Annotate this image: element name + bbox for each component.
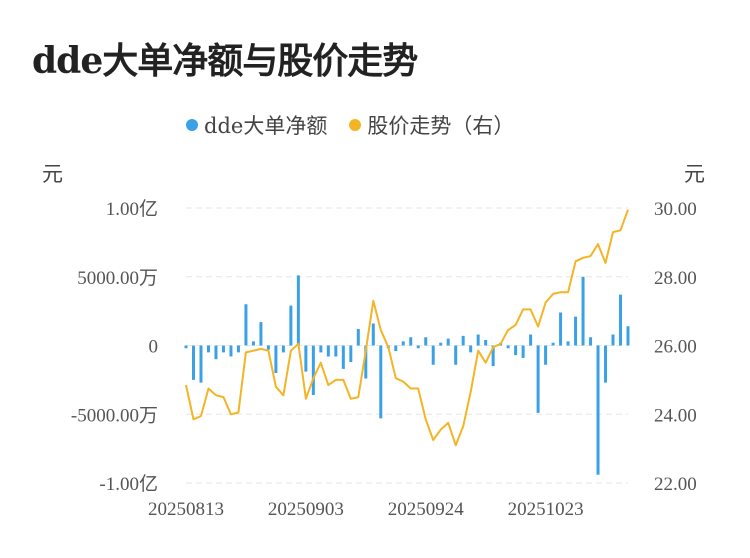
dde-bar bbox=[401, 341, 405, 346]
dde-bar bbox=[416, 345, 420, 349]
dde-bar bbox=[311, 345, 315, 395]
dde-bar bbox=[326, 345, 330, 357]
legend-label-dde: dde大单净额 bbox=[204, 114, 328, 138]
dde-bar bbox=[626, 326, 630, 346]
left-axis-tick-label: -1.00亿 bbox=[99, 473, 158, 495]
dde-bar bbox=[191, 345, 195, 380]
dde-bar bbox=[266, 345, 270, 350]
dde-bar bbox=[424, 337, 428, 346]
dde-bar bbox=[341, 345, 345, 369]
dde-bar bbox=[521, 345, 525, 358]
dde-bar bbox=[536, 345, 540, 413]
legend-item-price[interactable]: 股价走势（右） bbox=[349, 110, 514, 140]
dde-bar bbox=[566, 341, 570, 346]
dde-bar bbox=[551, 342, 555, 346]
dde-bar bbox=[484, 340, 488, 346]
dde-bar bbox=[289, 305, 293, 346]
dde-bar bbox=[596, 345, 600, 475]
x-axis-tick-label: 20250924 bbox=[388, 499, 465, 520]
dde-bar bbox=[236, 345, 240, 353]
dde-bar bbox=[206, 345, 210, 353]
right-axis-tick-label: 28.00 bbox=[654, 268, 697, 289]
dde-bar bbox=[604, 345, 608, 383]
dde-bar bbox=[529, 334, 533, 346]
dde-bar bbox=[506, 345, 510, 349]
dde-bar bbox=[559, 312, 563, 346]
dde-bar bbox=[184, 345, 188, 349]
dde-bar bbox=[439, 342, 443, 346]
legend-marker-price bbox=[349, 119, 362, 131]
x-axis-tick-label: 20251023 bbox=[508, 499, 584, 520]
legend-label-price: 股价走势（右） bbox=[367, 114, 515, 138]
left-axis-unit: 元 bbox=[42, 162, 63, 186]
dde-bar bbox=[274, 345, 278, 373]
dde-bar bbox=[251, 341, 255, 346]
dde-bar bbox=[491, 345, 495, 367]
right-axis-tick-label: 30.00 bbox=[654, 199, 697, 220]
legend: dde大单净额 股价走势（右） bbox=[186, 110, 536, 140]
dde-bar bbox=[221, 345, 225, 353]
right-axis-tick-label: 22.00 bbox=[654, 474, 697, 495]
dde-bar bbox=[611, 334, 615, 346]
dde-bar bbox=[476, 334, 480, 346]
dde-bar bbox=[544, 345, 548, 365]
dde-bar bbox=[229, 345, 233, 357]
chart-title: dde大单净额与股价走势 bbox=[32, 40, 418, 82]
dde-bar bbox=[394, 345, 398, 351]
left-axis-tick-label: 5000.00万 bbox=[77, 268, 158, 289]
dde-bar bbox=[244, 304, 248, 346]
dde-bar bbox=[574, 316, 578, 346]
dde-bar bbox=[304, 345, 308, 372]
left-axis-tick-label: 1.00亿 bbox=[106, 198, 158, 220]
dde-bar bbox=[349, 345, 353, 362]
legend-item-dde[interactable]: dde大单净额 bbox=[186, 110, 327, 140]
dde-bar bbox=[431, 345, 435, 365]
x-axis-tick-label: 20250813 bbox=[148, 499, 224, 520]
dde-bar bbox=[199, 345, 203, 383]
right-axis-unit: 元 bbox=[684, 162, 705, 186]
left-axis-tick-label: -5000.00万 bbox=[71, 405, 158, 426]
dde-bar bbox=[214, 345, 218, 360]
dde-bar bbox=[589, 337, 593, 346]
dde-bar bbox=[379, 345, 383, 419]
x-axis-tick-label: 20250903 bbox=[268, 499, 344, 520]
dde-bar bbox=[281, 345, 285, 353]
right-axis-tick-label: 24.00 bbox=[654, 405, 697, 426]
dde-bar bbox=[461, 335, 465, 346]
dde-bar bbox=[371, 323, 375, 346]
price-line bbox=[185, 209, 629, 447]
dde-bar bbox=[259, 322, 263, 346]
dde-bar bbox=[454, 345, 458, 365]
dde-bar bbox=[364, 345, 368, 379]
right-axis-tick-label: 26.00 bbox=[654, 337, 697, 358]
dde-bar bbox=[514, 345, 518, 356]
left-axis-tick-label: 0 bbox=[149, 337, 159, 358]
dde-bar bbox=[619, 294, 623, 346]
dde-bar bbox=[334, 345, 338, 357]
dde-bar bbox=[409, 337, 413, 346]
dde-bar bbox=[469, 345, 473, 353]
dde-bar bbox=[581, 276, 585, 346]
dde-bar bbox=[356, 329, 360, 346]
dde-bar bbox=[296, 275, 300, 346]
dde-bar bbox=[446, 338, 450, 346]
legend-marker-dde bbox=[186, 119, 198, 131]
dde-bar bbox=[319, 345, 323, 353]
